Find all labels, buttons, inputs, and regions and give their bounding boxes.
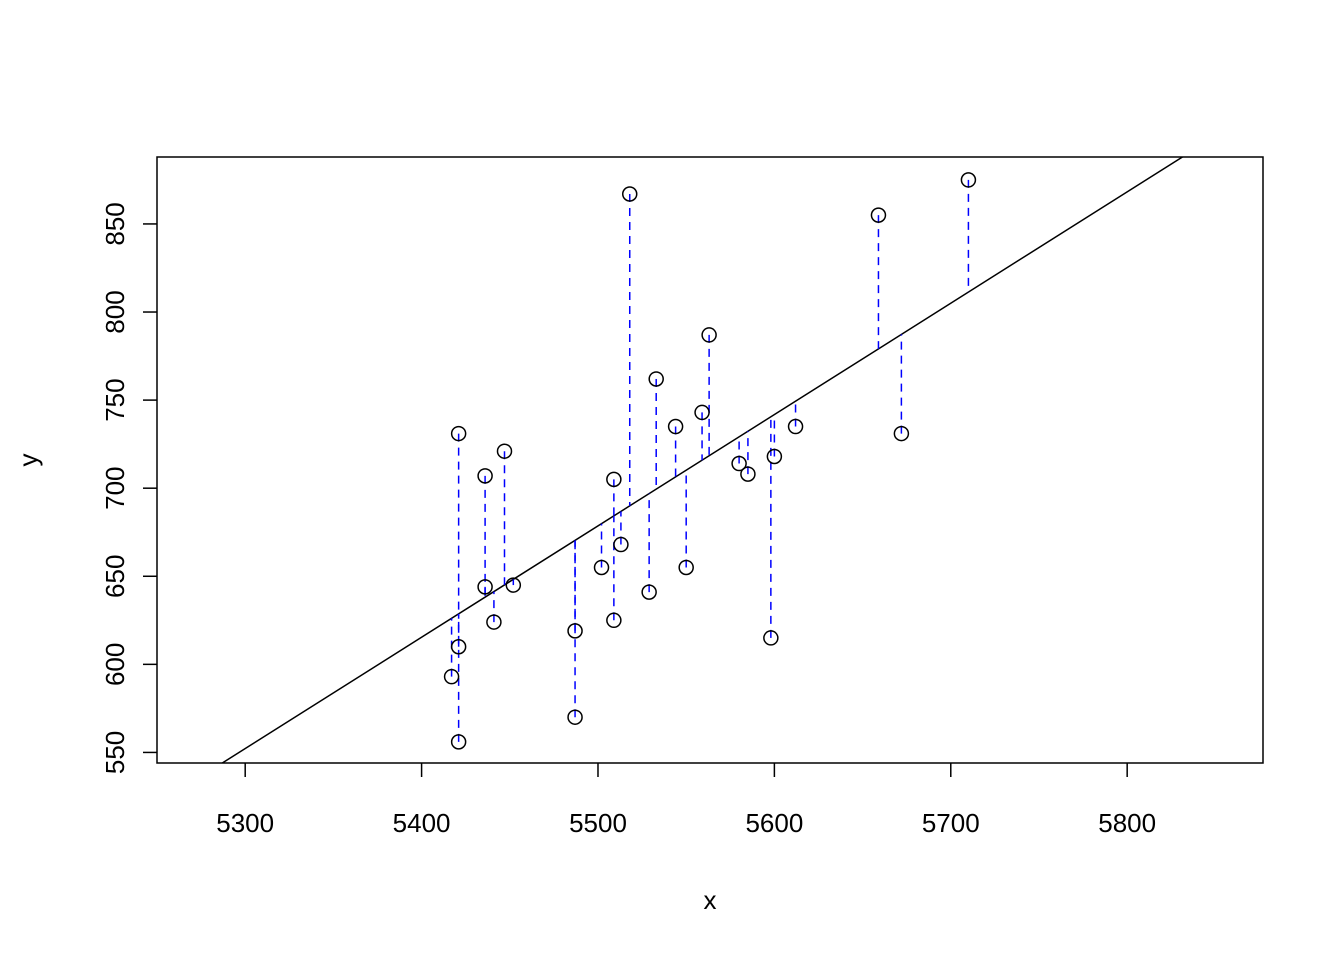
point — [477, 468, 493, 484]
y-tick-label: 800 — [100, 290, 130, 333]
point — [567, 709, 583, 725]
x-tick-label: 5600 — [745, 808, 803, 838]
point — [648, 371, 664, 387]
plot-area — [220, 157, 1184, 763]
plot-frame — [156, 156, 1264, 764]
point — [450, 638, 467, 655]
point — [763, 630, 779, 646]
point — [667, 418, 684, 435]
point — [694, 404, 710, 421]
point — [477, 579, 493, 595]
point — [593, 559, 610, 576]
x-axis-label: x — [704, 885, 717, 915]
point — [740, 466, 756, 482]
point — [505, 577, 522, 593]
y-tick-label: 550 — [100, 731, 130, 774]
point — [731, 455, 747, 472]
point — [870, 207, 887, 223]
point — [701, 327, 717, 343]
y-tick-label: 850 — [100, 202, 130, 245]
x-tick-label: 5400 — [393, 808, 451, 838]
point — [443, 668, 460, 685]
point — [606, 612, 622, 629]
point — [450, 425, 467, 442]
y-tick-label: 750 — [100, 378, 130, 421]
point — [450, 734, 467, 750]
point — [766, 448, 783, 465]
y-tick-label: 650 — [100, 555, 130, 598]
y-tick-label: 700 — [100, 466, 130, 509]
point — [787, 418, 804, 435]
point — [606, 471, 622, 488]
point — [641, 584, 657, 600]
x-tick-label: 5500 — [569, 808, 627, 838]
point — [486, 614, 502, 630]
point — [567, 623, 583, 639]
regression-line — [220, 157, 1184, 763]
y-tick-label: 600 — [100, 643, 130, 686]
x-tick-label: 5700 — [922, 808, 980, 838]
point — [613, 536, 629, 553]
x-tick-label: 5800 — [1098, 808, 1156, 838]
point — [893, 425, 910, 442]
point — [621, 186, 638, 202]
y-axis-label: y — [13, 454, 43, 467]
x-tick-label: 5300 — [216, 808, 274, 838]
point — [960, 172, 977, 188]
point — [678, 559, 694, 576]
point — [496, 443, 513, 459]
